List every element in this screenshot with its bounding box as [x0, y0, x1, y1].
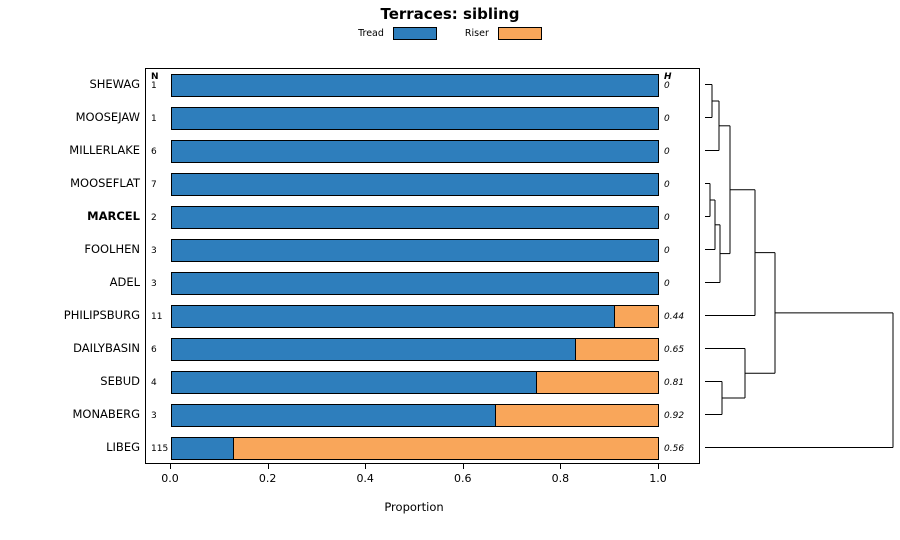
row-label: MARCEL [87, 209, 140, 223]
bar-segment-tread [171, 173, 659, 196]
h-value: 0.56 [664, 443, 685, 454]
n-value: 3 [151, 245, 157, 256]
bar-segment-riser [494, 404, 659, 427]
bar-segment-riser [575, 338, 659, 361]
row-label: ADEL [109, 275, 140, 289]
row-label: MILLERLAKE [69, 143, 140, 157]
row-label: DAILYBASIN [73, 341, 140, 355]
h-column-header: H [664, 72, 672, 82]
row-label: SHEWAG [89, 77, 140, 91]
row-label: SEBUD [100, 374, 140, 388]
n-value: 4 [151, 377, 157, 388]
bar-segment-tread [171, 272, 659, 295]
bar-segment-tread [171, 305, 616, 328]
bar-segment-tread [171, 371, 537, 394]
n-column-header: N [151, 72, 159, 82]
legend-label: Tread [358, 28, 384, 39]
chart-title: Terraces: sibling [380, 5, 520, 23]
bar-segment-tread [171, 404, 496, 427]
row-label: MOOSEFLAT [70, 176, 140, 190]
plot-box: N H 1 0 1 0 6 0 7 0 2 0 3 0 3 0 11 0.44 6 0.65 4 0.81 3 0.92 1… [145, 68, 700, 464]
n-value: 3 [151, 410, 157, 421]
legend-label: Riser [464, 28, 489, 39]
row-label: LIBEG [106, 440, 140, 454]
n-value: 6 [151, 344, 157, 355]
x-axis: 0.0 0.2 0.4 0.6 0.8 1.0 [145, 464, 700, 498]
n-value: 6 [151, 146, 157, 157]
bar-segment-tread [171, 140, 659, 163]
x-tick-label: 0.2 [258, 472, 277, 485]
n-value: 3 [151, 278, 157, 289]
bar-segment-tread [171, 74, 659, 97]
bar-segment-tread [171, 338, 577, 361]
h-value: 0 [664, 212, 670, 223]
bar-segment-riser [536, 371, 659, 394]
n-value: 2 [151, 212, 157, 223]
bar-segment-riser [233, 437, 659, 460]
row-label: FOOLHEN [84, 242, 140, 256]
x-tick-mark [462, 464, 464, 469]
x-tick-mark [365, 464, 367, 469]
x-tick-label: 1.0 [649, 472, 667, 485]
n-value: 115 [151, 443, 169, 454]
n-value: 1 [151, 113, 157, 124]
row-label: PHILIPSBURG [63, 308, 140, 322]
h-value: 0.65 [664, 344, 685, 355]
x-tick-mark [170, 464, 171, 469]
bar-segment-riser [614, 305, 659, 328]
bar-segment-tread [171, 206, 659, 229]
x-tick-label: 0.6 [454, 472, 472, 485]
n-value: 1 [151, 80, 157, 91]
x-tick-label: 0.8 [551, 472, 570, 485]
row-label: MONABERG [72, 407, 140, 421]
tread-swatch [392, 27, 437, 40]
h-value: 0 [664, 179, 670, 190]
legend-item: Tread [358, 27, 437, 40]
bar-segment-tread [171, 239, 659, 262]
legend-item: Riser [465, 27, 542, 40]
bar-segment-tread [171, 437, 235, 460]
h-value: 0 [664, 146, 670, 157]
h-value: 0 [664, 113, 670, 124]
x-tick-mark [658, 464, 659, 469]
x-tick-label: 0.4 [356, 472, 374, 485]
x-tick-label: 0.0 [161, 472, 179, 485]
x-axis-label: Proportion [384, 500, 444, 514]
x-tick-mark [267, 464, 269, 469]
h-value: 0 [664, 278, 670, 289]
h-value: 0 [664, 245, 670, 256]
n-value: 7 [151, 179, 157, 190]
bar-segment-tread [171, 107, 659, 130]
h-value: 0 [664, 80, 670, 91]
n-value: 11 [151, 311, 163, 322]
row-label: MOOSEJAW [75, 110, 140, 124]
riser-swatch [497, 27, 542, 40]
h-value: 0.44 [664, 311, 685, 322]
h-value: 0.81 [664, 377, 685, 388]
x-tick-mark [560, 464, 562, 469]
h-value: 0.92 [664, 410, 685, 421]
legend: Tread Riser [0, 27, 900, 40]
